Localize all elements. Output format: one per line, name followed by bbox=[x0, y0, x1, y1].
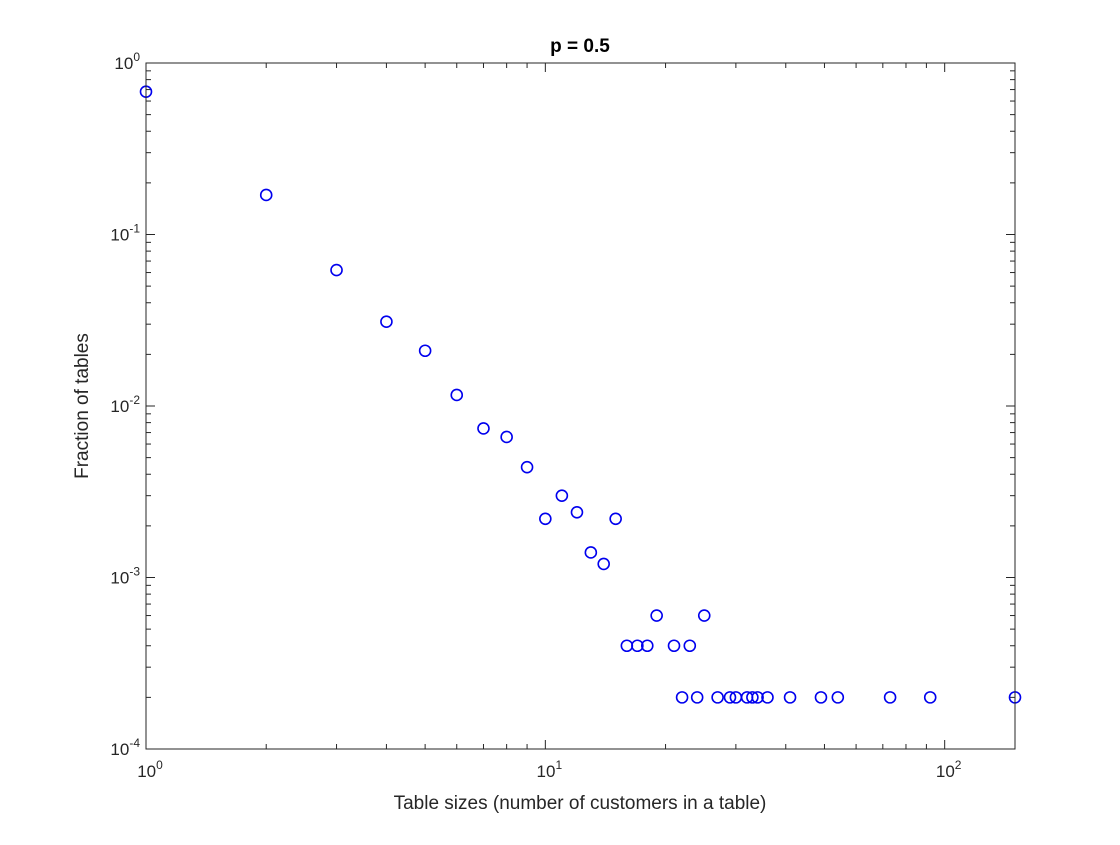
data-point bbox=[418, 344, 432, 358]
y-tick-label: 10-2 bbox=[110, 393, 140, 416]
data-point bbox=[667, 639, 681, 653]
data-point bbox=[570, 505, 584, 519]
data-point bbox=[539, 512, 552, 526]
y-axis-title: Fraction of tables bbox=[72, 333, 93, 479]
data-point bbox=[697, 609, 711, 622]
data-point bbox=[711, 691, 724, 704]
chart-title: p = 0.5 bbox=[550, 36, 610, 57]
data-points bbox=[139, 85, 1022, 704]
data-point bbox=[690, 691, 704, 704]
x-tick-label: 101 bbox=[537, 758, 563, 781]
plot-frame bbox=[145, 62, 1016, 750]
y-tick-label: 100 bbox=[114, 50, 140, 73]
data-point bbox=[259, 188, 273, 202]
data-point bbox=[500, 430, 513, 444]
data-point bbox=[631, 639, 644, 653]
data-point bbox=[723, 691, 737, 704]
data-point bbox=[683, 639, 697, 653]
data-point bbox=[650, 609, 663, 622]
data-point bbox=[555, 489, 569, 502]
data-point bbox=[609, 512, 622, 526]
data-point bbox=[330, 263, 343, 277]
x-tick-label: 102 bbox=[936, 758, 962, 781]
data-point bbox=[584, 546, 598, 559]
data-point bbox=[520, 460, 534, 474]
data-point bbox=[640, 639, 654, 653]
data-point bbox=[597, 557, 610, 571]
x-tick-label: 100 bbox=[137, 758, 163, 781]
plot-area bbox=[146, 63, 1015, 749]
data-point bbox=[831, 691, 845, 704]
data-point bbox=[450, 388, 464, 402]
y-tick-label: 10-3 bbox=[110, 565, 140, 588]
data-point bbox=[675, 691, 689, 704]
data-point bbox=[814, 691, 828, 704]
data-point bbox=[746, 691, 759, 704]
data-point bbox=[477, 422, 490, 435]
data-point bbox=[923, 691, 937, 704]
y-tick-label: 10-1 bbox=[110, 222, 140, 245]
data-point bbox=[380, 315, 393, 329]
y-tick-label: 10-4 bbox=[110, 736, 140, 759]
data-point bbox=[761, 691, 774, 704]
data-point bbox=[783, 691, 797, 704]
data-point bbox=[883, 691, 897, 704]
x-axis-title: Table sizes (number of customers in a ta… bbox=[394, 793, 767, 814]
axis-tick-labels: 100 101 102 100 10-1 10-2 10-3 10-4 bbox=[110, 50, 961, 781]
data-point bbox=[751, 691, 764, 704]
